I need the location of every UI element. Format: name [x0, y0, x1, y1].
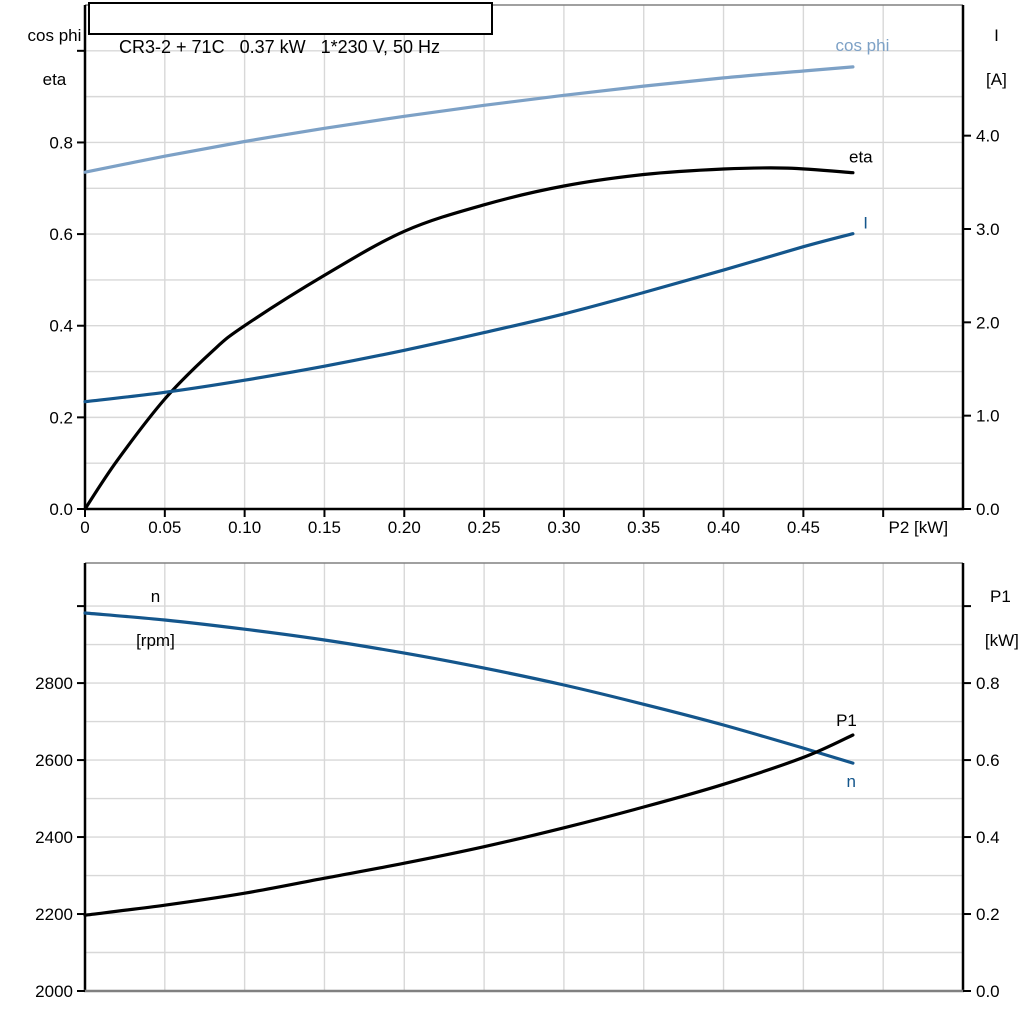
motor-performance-chart: 0.0 0.2 0.4 0.6 0.8 0.0 1.0 2.0 3.0 4.0 0 0.05 0.10 0…	[49, 4, 1000, 537]
speed-unit-label: [rpm]	[136, 631, 175, 650]
right-tick-label: 0.6	[976, 751, 1000, 770]
right-tick-label: 4.0	[976, 127, 1000, 146]
x-tick-label: 0.10	[228, 518, 261, 537]
p1-unit-label: [kW]	[984, 631, 1019, 650]
curve-label-p1: P1	[836, 711, 857, 730]
eta-axis-label: eta	[42, 70, 67, 89]
left-tick-label: 2800	[35, 674, 73, 693]
left-tick-label: 0.0	[49, 500, 73, 519]
x-axis-unit-label: P2 [kW]	[889, 518, 949, 537]
speed-power-chart: 2000 2200 2400 2600 2800 0.0 0.2 0.4 0.6 0.8 n P1	[35, 562, 1000, 1001]
curve-n	[83, 611, 855, 765]
right-tick-label: 0.4	[976, 828, 1000, 847]
x-tick-label: 0.45	[787, 518, 820, 537]
curve-cos-phi	[83, 65, 855, 174]
right-tick-label: 3.0	[976, 220, 1000, 239]
right-tick-label: 0.2	[976, 905, 1000, 924]
x-tick-label: 0.05	[148, 518, 181, 537]
x-tick-label: 0.30	[547, 518, 580, 537]
curve-label-n: n	[847, 772, 856, 791]
x-tick-label: 0.35	[627, 518, 660, 537]
right-tick-label: 0.0	[976, 982, 1000, 1001]
p1-axis-label: P1	[990, 587, 1011, 606]
left-tick-label: 0.4	[49, 317, 73, 336]
left-tick-label: 2000	[35, 982, 73, 1001]
right-tick-label: 1.0	[976, 407, 1000, 426]
curve-label-i: I	[863, 213, 868, 232]
x-tick-label: 0.20	[388, 518, 421, 537]
x-tick-label: 0.15	[308, 518, 341, 537]
chart-title-box: CR3-2 + 71C 0.37 kW 1*230 V, 50 Hz	[88, 2, 493, 57]
top-right-axis-title: I [A]	[963, 3, 1011, 113]
current-unit-label: [A]	[986, 70, 1007, 89]
x-tick-label: 0	[80, 518, 89, 537]
curve-label-cos-phi: cos phi	[835, 36, 889, 55]
right-tick-label: 0.8	[976, 674, 1000, 693]
x-tick-label: 0.25	[468, 518, 501, 537]
bottom-left-axis-title: n [rpm]	[108, 564, 184, 674]
left-tick-label: 0.6	[49, 225, 73, 244]
right-tick-label: 0.0	[976, 500, 1000, 519]
top-left-axis-title: cos phi eta	[6, 3, 84, 113]
x-tick-label: 0.40	[707, 518, 740, 537]
right-tick-label: 2.0	[976, 313, 1000, 332]
left-tick-label: 2600	[35, 751, 73, 770]
curve-i	[83, 232, 855, 404]
current-axis-label: I	[994, 26, 999, 45]
speed-axis-label: n	[150, 587, 161, 606]
bottom-right-axis-title: P1 [kW]	[966, 564, 1019, 674]
left-tick-label: 0.2	[49, 408, 73, 427]
curve-p1	[83, 733, 855, 917]
chart-title: CR3-2 + 71C 0.37 kW 1*230 V, 50 Hz	[119, 37, 441, 57]
left-tick-label: 0.8	[49, 133, 73, 152]
left-tick-label: 2200	[35, 905, 73, 924]
left-tick-label: 2400	[35, 828, 73, 847]
curve-eta	[83, 166, 855, 511]
cos-phi-axis-label: cos phi	[27, 26, 82, 45]
curve-label-eta: eta	[849, 148, 873, 167]
